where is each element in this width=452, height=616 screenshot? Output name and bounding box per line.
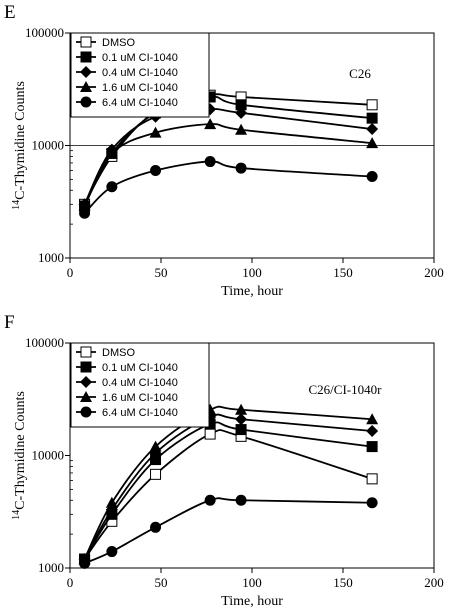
y-axis-title-text: C-Thymidine Counts (13, 81, 28, 200)
x-tick-label: 100 (242, 265, 262, 280)
y-tick-label: 10000 (32, 138, 65, 153)
legend-entry-label: 0.4 uM CI-1040 (102, 67, 178, 79)
x-tick-label: 200 (424, 265, 444, 280)
x-tick-label: 0 (67, 265, 74, 280)
y-tick-label: 1000 (38, 250, 64, 265)
legend-entry-label: 0.1 uM CI-1040 (102, 52, 178, 64)
data-point (204, 428, 216, 440)
legend-box (70, 32, 210, 118)
x-tick-label: 50 (155, 575, 168, 590)
cell-line-annotation: C26 (349, 66, 371, 81)
legend-swatch-marker (80, 96, 92, 108)
data-point (366, 425, 379, 438)
chart-panel-f: F 1000 10000 100000 0 50 100 150 200 Time, hour 1… (0, 310, 452, 616)
series-line (84, 497, 373, 565)
data-point (366, 99, 378, 111)
y-axis-title-superscript: 14 (11, 200, 22, 210)
legend-entry-label: 1.6 uM CI-1040 (102, 82, 178, 94)
data-point (105, 147, 118, 159)
y-axis-title-text: C-Thymidine Counts (13, 391, 28, 510)
panel-label: E (4, 2, 16, 23)
chart-panel-e: E 1000 10000 100000 0 50 100 150 200 Time, hour 1… (0, 0, 452, 306)
data-point (204, 118, 217, 130)
x-tick-label: 150 (333, 265, 353, 280)
data-point (149, 126, 162, 138)
legend-entry-label: 6.4 uM CI-1040 (102, 407, 178, 419)
legend-entry-label: DMSO (102, 37, 135, 49)
data-point (366, 441, 378, 453)
legend-swatch-marker (80, 361, 92, 373)
x-tick-label: 0 (67, 575, 74, 590)
legend-entry-label: 6.4 uM CI-1040 (102, 97, 178, 109)
y-tick-label: 1000 (38, 560, 64, 575)
data-point (204, 156, 216, 168)
legend-swatch-marker (80, 36, 92, 48)
series-line (83, 405, 373, 560)
data-point (235, 424, 247, 436)
legend-swatch-marker (80, 81, 92, 92)
data-point (78, 199, 91, 211)
x-tick-label: 150 (333, 575, 353, 590)
data-point (366, 497, 378, 509)
data-point (366, 473, 378, 485)
x-axis-title: Time, hour (221, 594, 283, 609)
legend-swatch-marker (80, 376, 92, 388)
data-point (105, 496, 118, 508)
y-axis-title: 14C-Thymidine Counts (11, 391, 29, 520)
data-point (366, 112, 378, 124)
data-point (235, 162, 247, 174)
data-point (235, 123, 248, 135)
x-axis-title: Time, hour (221, 284, 283, 299)
data-point (235, 403, 248, 415)
legend-entry-label: 1.6 uM CI-1040 (102, 392, 178, 404)
data-point (366, 171, 378, 183)
data-point (366, 413, 379, 425)
x-tick-label: 200 (424, 575, 444, 590)
data-point (150, 521, 162, 533)
data-point (366, 137, 379, 149)
legend-swatch-marker (80, 406, 92, 418)
data-point (149, 440, 162, 452)
series-line (83, 421, 373, 560)
data-point (150, 468, 162, 480)
data-point (366, 123, 379, 136)
cell-line-annotation: C26/CI-1040r (309, 382, 383, 397)
legend-swatch-marker (80, 51, 92, 63)
data-point (235, 494, 247, 506)
y-tick-label: 10000 (32, 448, 65, 463)
data-point (106, 181, 118, 193)
legend-entry-label: 0.1 uM CI-1040 (102, 362, 178, 374)
data-point (204, 494, 216, 506)
series-line (83, 429, 373, 560)
legend-box (70, 342, 210, 428)
y-tick-label: 100000 (25, 25, 64, 40)
series-line (83, 160, 373, 214)
data-point (150, 164, 162, 176)
legend-swatch-marker (80, 346, 92, 358)
y-axis-title-superscript: 14 (11, 510, 22, 520)
series-line (83, 413, 373, 560)
panel-label: F (4, 312, 15, 333)
legend-swatch-marker (80, 66, 92, 78)
data-point (79, 557, 91, 569)
x-tick-label: 50 (155, 265, 168, 280)
data-point (79, 207, 91, 219)
data-point (235, 413, 248, 426)
legend-swatch-marker (80, 391, 92, 402)
data-point (235, 106, 248, 119)
data-point (106, 546, 118, 558)
y-tick-label: 100000 (25, 335, 64, 350)
legend-entry-label: DMSO (102, 347, 135, 359)
x-tick-label: 100 (242, 575, 262, 590)
y-axis-title: 14C-Thymidine Counts (11, 81, 29, 210)
series-line (83, 108, 373, 205)
legend-entry-label: 0.4 uM CI-1040 (102, 377, 178, 389)
